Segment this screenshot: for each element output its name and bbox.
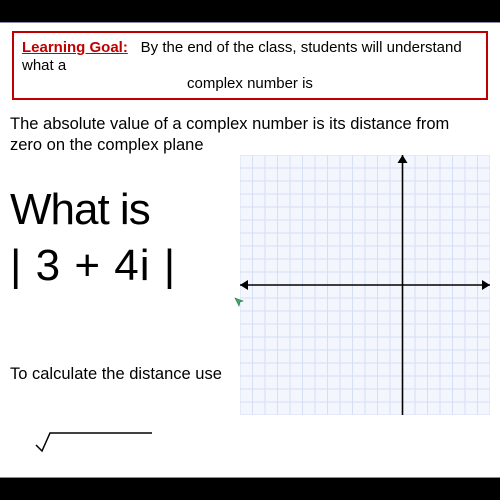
definition-line-1: The absolute value of a complex number i…: [8, 114, 492, 135]
question-line-2: | 3 + 4i |: [10, 241, 240, 291]
complex-plane-grid: [240, 155, 490, 415]
goal-line-1: Learning Goal: By the end of the class, …: [22, 39, 478, 75]
goal-label: Learning Goal:: [22, 39, 128, 56]
goal-text-2: complex number is: [22, 75, 478, 92]
learning-goal-box: Learning Goal: By the end of the class, …: [12, 31, 488, 100]
content-row: What is | 3 + 4i | To calculate the dist…: [8, 161, 492, 441]
goal-text-1: [132, 39, 140, 56]
question-block: What is | 3 + 4i | To calculate the dist…: [10, 161, 240, 384]
slide-page: Learning Goal: By the end of the class, …: [0, 22, 500, 478]
definition-line-2: zero on the complex plane: [8, 135, 492, 156]
calc-prompt: To calculate the distance use: [10, 365, 240, 384]
question-line-1: What is: [10, 185, 240, 235]
sqrt-fragment: [34, 431, 154, 453]
